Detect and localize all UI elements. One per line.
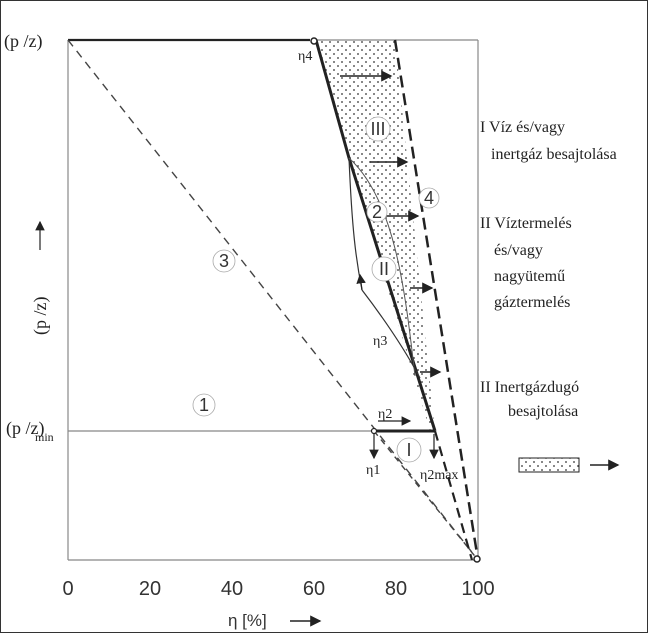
y-min-label: (p /z) [6,418,44,439]
x-tick-60: 60 [303,578,325,600]
legend-1-line1: I Víz és/vagy [480,119,565,136]
label-3: 3 [219,251,229,271]
eta2-label: η2 [378,407,392,422]
circle-I [396,437,422,463]
circle-3 [212,249,236,273]
point-100 [473,555,481,563]
x-tick-40: 40 [221,578,243,600]
legend-2-line2: és/vagy [494,242,543,259]
line-eta2max [433,430,474,561]
circle-III [365,116,391,142]
curve-arrow [356,273,366,291]
x-tick-20: 20 [139,578,161,600]
y-top-label: (p /z) [4,31,42,52]
eta3-label: η3 [373,334,387,349]
label-1: 1 [199,395,209,415]
region-III: III [370,119,385,139]
point-eta1 [370,427,378,435]
label-4: 4 [424,188,434,208]
legend-1-line2: inertgáz besajtolása [491,146,617,163]
legend-3-line1: II Inertgázdugó [480,379,579,396]
x-tick-0: 0 [62,578,73,600]
legend-swatch [518,457,580,473]
line-3 [67,39,479,561]
line-4 [393,39,480,561]
legend-3-line2: besajtolása [508,403,578,420]
region-I: I [406,440,411,460]
legend-2-line4: gáztermelés [494,294,570,311]
circle-1 [192,393,216,417]
x-tick-80: 80 [385,578,407,600]
eta4-label: η4 [298,49,312,64]
curve-2b [348,157,416,377]
legend-2-line1: II Víztermelés [480,215,572,232]
curve-eta3 [361,289,421,379]
eta1-label: η1 [366,463,380,478]
x-tick-100: 100 [461,578,494,600]
eta2max-label: η2max [420,468,458,483]
label-2: 2 [372,202,382,222]
circle-2 [366,201,388,223]
point-eta4 [310,37,318,45]
y-axis-title: (p /z) [30,297,51,335]
dotted-region [316,40,470,431]
region-II: II [379,259,389,279]
circle-II [371,256,397,282]
y-min-subscript: min [35,430,54,444]
legend-2-line3: nagyütemű [494,268,565,285]
circle-4 [418,187,440,209]
x-axis-label: η [%] [228,611,267,630]
line-1-dash [373,430,479,561]
